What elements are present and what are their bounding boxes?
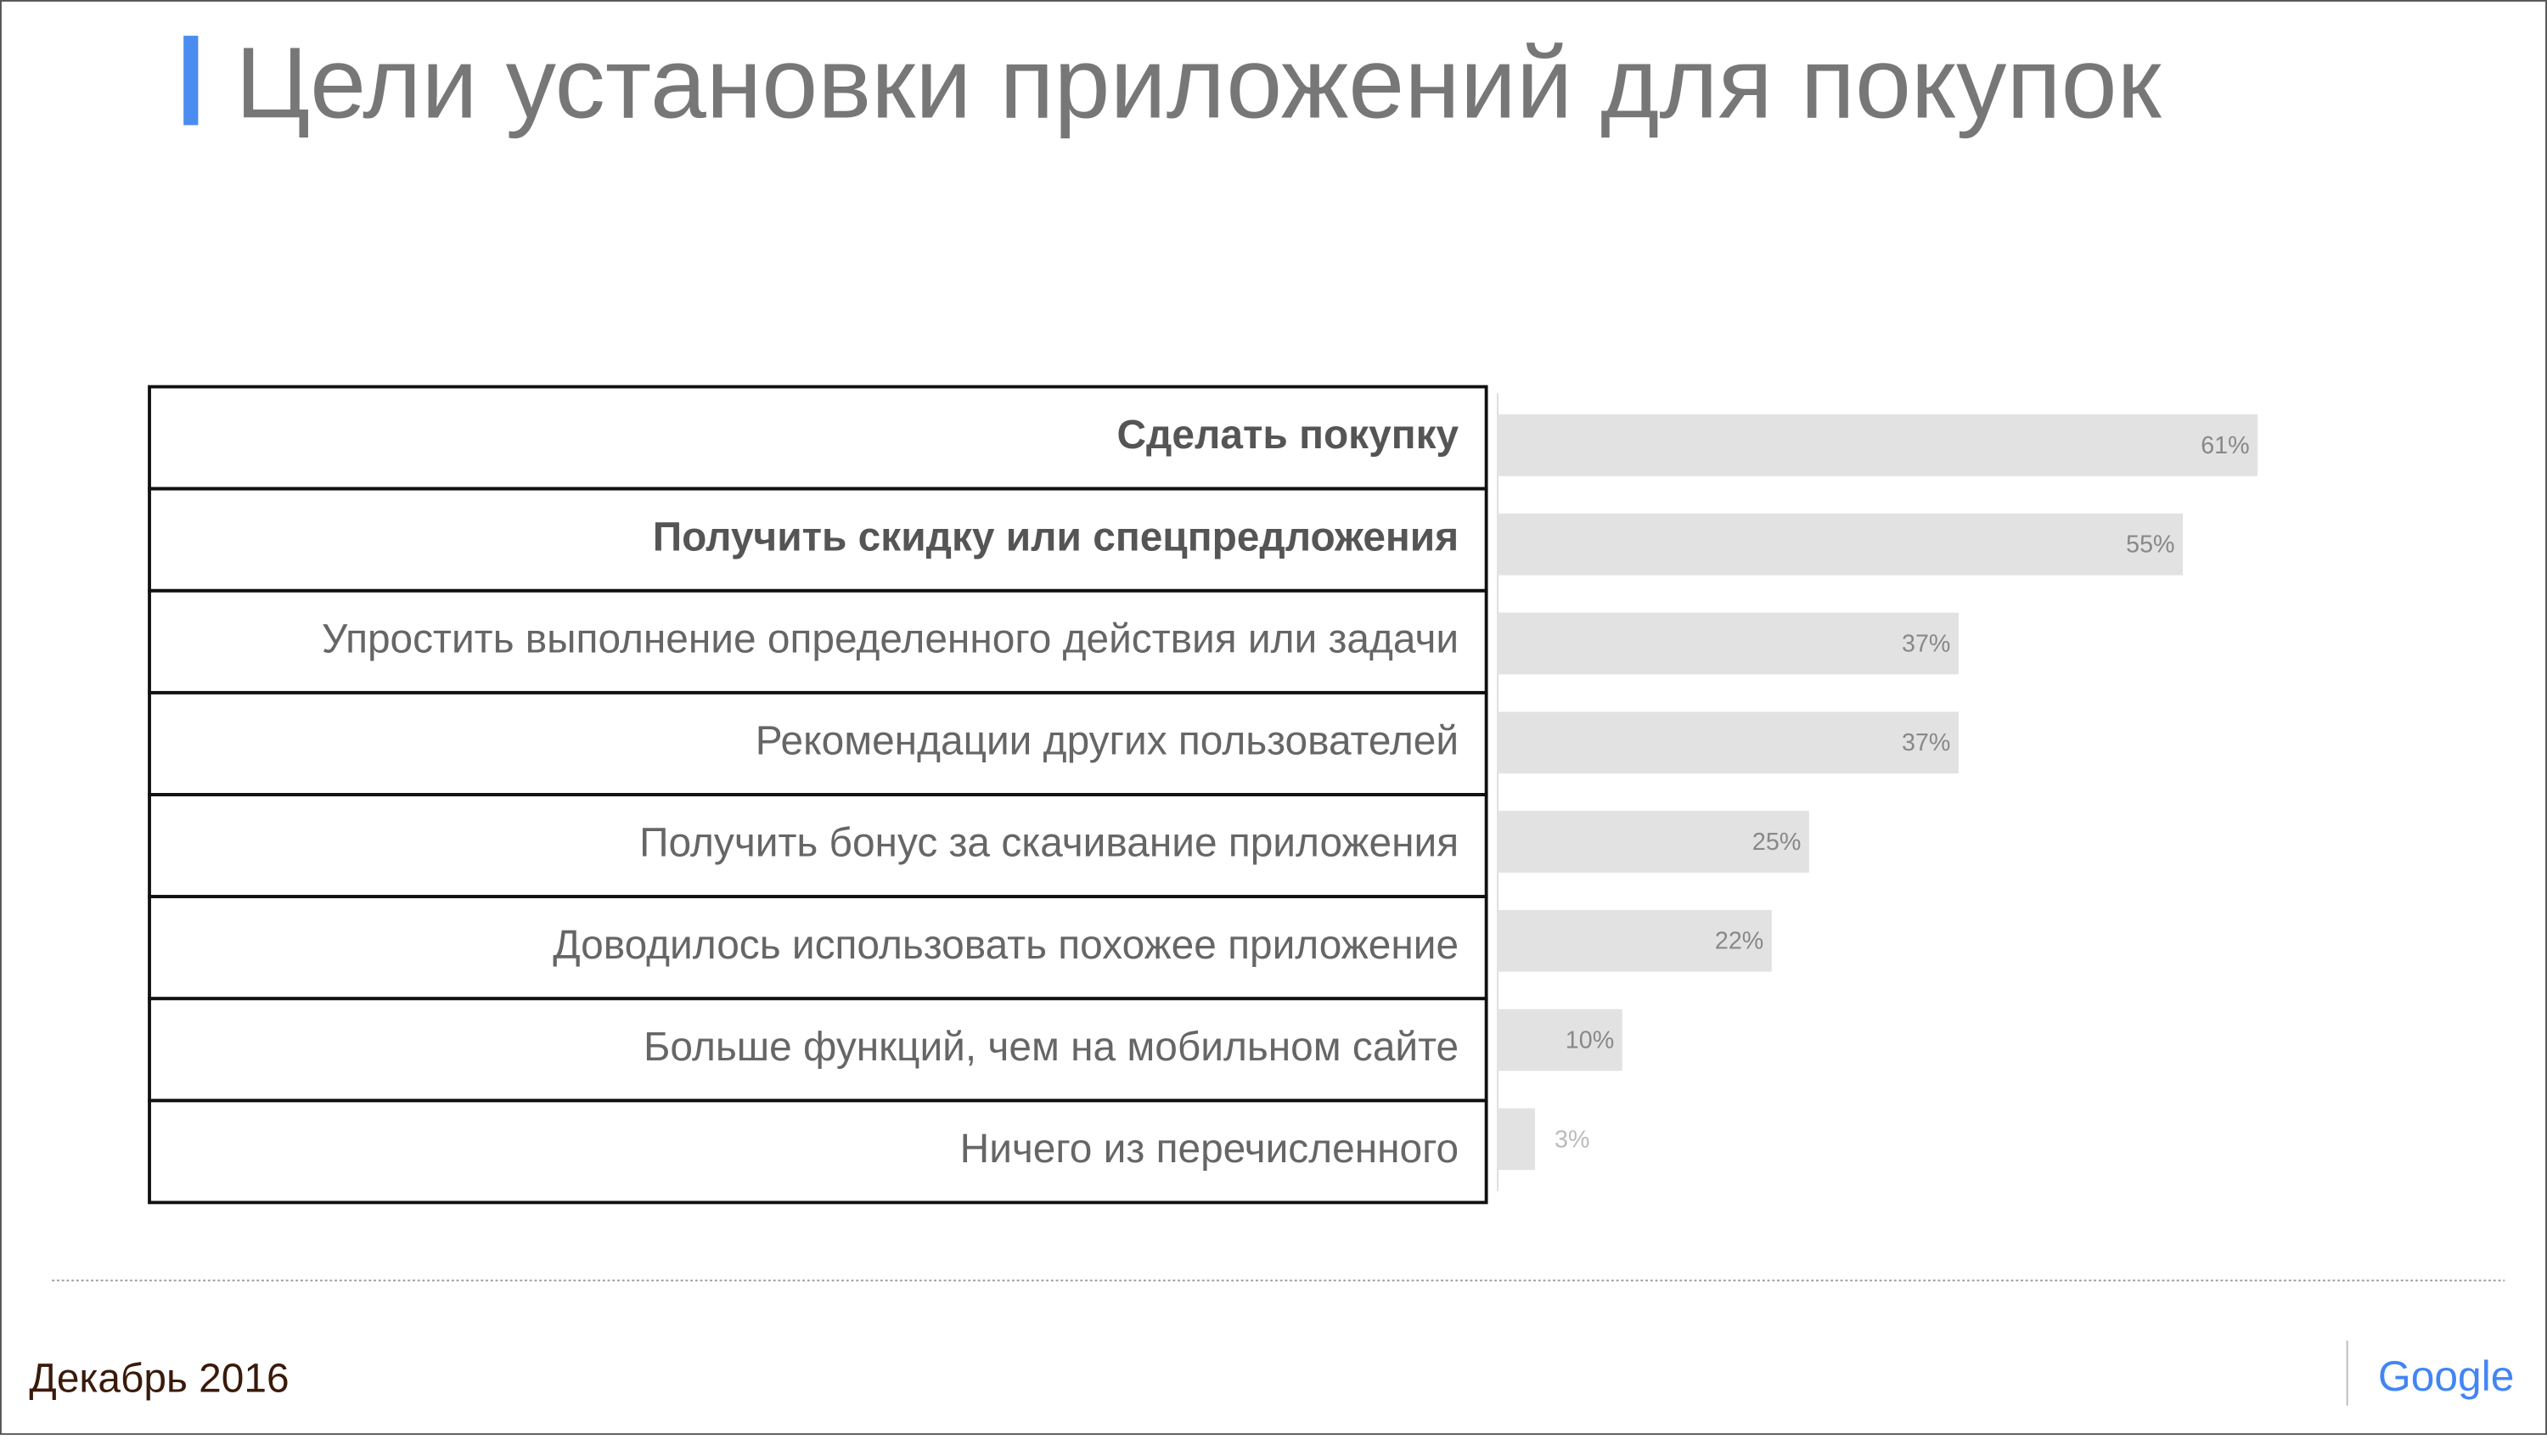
- value-label: 25%: [1752, 829, 1801, 856]
- logo: Google: [2378, 1352, 2514, 1400]
- bar: [1498, 414, 2258, 476]
- category-label: Получить скидку или спецпредложения: [653, 514, 1459, 559]
- title-accent: [183, 36, 199, 126]
- value-label: 3%: [1555, 1126, 1589, 1153]
- bar: [1498, 909, 1772, 972]
- bar: [1498, 1009, 1622, 1071]
- bar: [1498, 612, 1959, 675]
- plot: Сделать покупку Получить скидку или спецп…: [148, 385, 2258, 1205]
- category-label: Доводилось использовать похожее приложен…: [553, 923, 1459, 968]
- category-label: Больше функций, чем на мобильном сайте: [644, 1025, 1459, 1070]
- table-cell: [148, 1099, 1488, 1205]
- category-label: Рекомендации других пользователей: [756, 719, 1459, 764]
- category-label: Ничего из перечисленного: [960, 1127, 1459, 1172]
- category-label: Сделать покупку: [1117, 413, 1459, 458]
- category-label: Упростить выполнение определенного дейст…: [322, 616, 1459, 661]
- value-label: 37%: [1902, 630, 1950, 657]
- bar: [1498, 513, 2184, 576]
- bar: [1498, 711, 1959, 774]
- bar: [1498, 1108, 1536, 1171]
- value-label: 22%: [1715, 928, 1763, 955]
- value-label: 55%: [2126, 531, 2174, 559]
- category-label: Получить бонус за скачивание приложения: [639, 821, 1459, 866]
- value-label: 37%: [1902, 729, 1950, 756]
- bar: [1498, 811, 1809, 873]
- value-label: 10%: [1566, 1026, 1614, 1054]
- chart-title: Цели установки приложений для покупок: [235, 28, 2162, 140]
- value-label: 61%: [2201, 432, 2249, 459]
- footer-date: Декабрь 2016: [29, 1357, 289, 1402]
